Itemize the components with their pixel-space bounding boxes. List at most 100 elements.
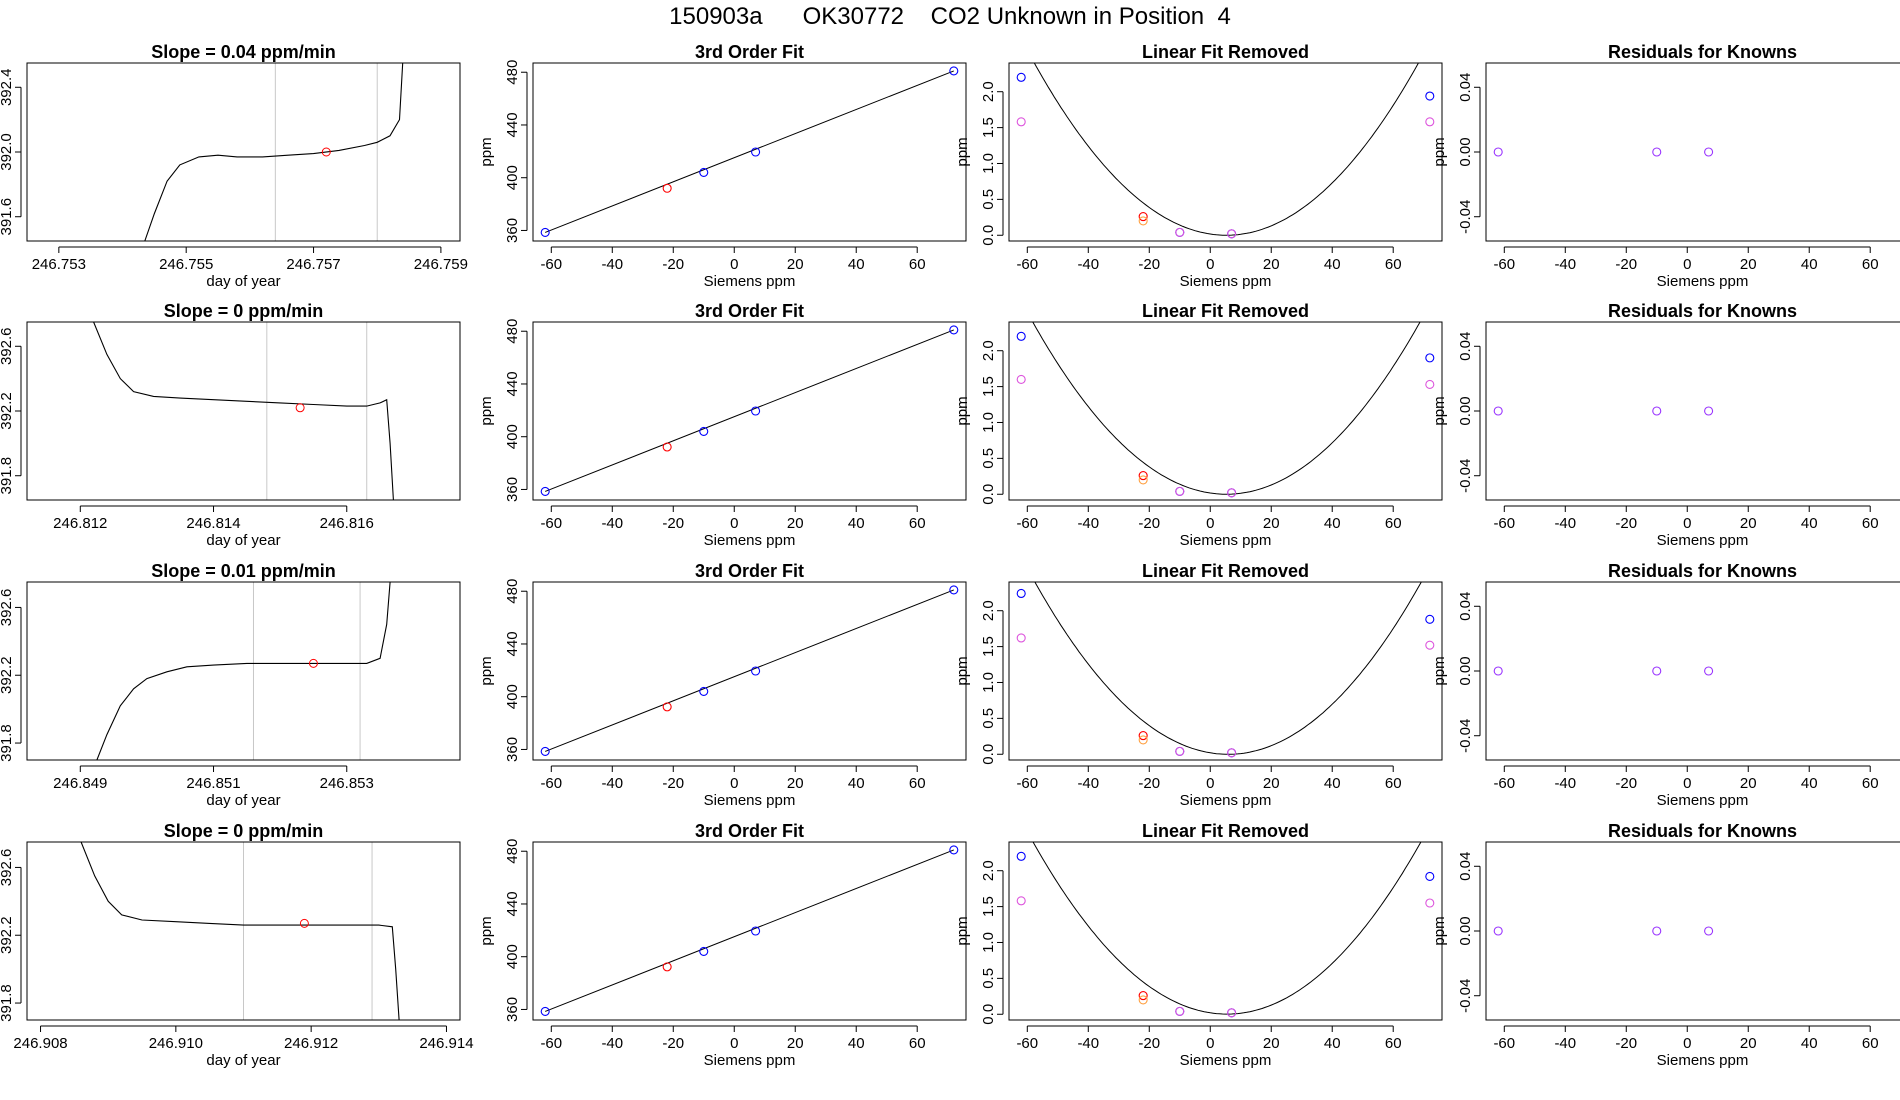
quadratic-point <box>1425 640 1435 650</box>
y-tick-label: 360 <box>504 997 521 1022</box>
x-axis-label: Siemens ppm <box>704 532 796 549</box>
x-tick-label: 40 <box>1324 1035 1341 1052</box>
chart-title: Slope = 0.04 ppm/min <box>151 42 336 62</box>
x-tick-label: 0 <box>1683 1035 1691 1052</box>
x-tick-label: 0 <box>1206 256 1214 273</box>
y-tick-label: 0.5 <box>980 448 997 469</box>
x-tick-label: -20 <box>1138 256 1160 273</box>
x-tick-label: 246.753 <box>32 256 86 273</box>
x-tick-label: -40 <box>1554 775 1576 792</box>
trace-line <box>96 582 391 760</box>
y-tick-label: 480 <box>504 579 521 604</box>
y-tick-label: 0.04 <box>1457 852 1474 881</box>
plot-frame <box>26 321 461 501</box>
y-tick-label: 0.0 <box>980 225 997 246</box>
chart-title: Slope = 0 ppm/min <box>164 301 324 321</box>
unknown-marker <box>299 918 309 928</box>
quadratic-point <box>1175 1006 1185 1016</box>
y-tick-label: 392.6 <box>0 849 15 887</box>
x-tick-label: -20 <box>1615 256 1637 273</box>
x-tick-label: 40 <box>1801 256 1818 273</box>
known-point <box>751 926 761 936</box>
x-tick-label: 60 <box>909 515 926 532</box>
chart-panel: Residuals for Knowns -60 -40 -20 0 20 40 60 Siem… <box>1431 301 1900 549</box>
plot-area <box>1032 322 1421 495</box>
known-point <box>1425 871 1435 882</box>
y-tick-label: 440 <box>504 112 521 137</box>
x-tick-label: 246.755 <box>159 256 213 273</box>
x-tick-label: -40 <box>1554 1035 1576 1052</box>
plot-area <box>545 70 954 233</box>
quadratic-point <box>1175 746 1185 756</box>
x-tick-label: -40 <box>1554 515 1576 532</box>
y-tick-label: 440 <box>504 891 521 916</box>
y-tick-label: 1.0 <box>980 932 997 953</box>
y-axis-label: ppm <box>1431 656 1448 685</box>
x-tick-label: 0 <box>1206 775 1214 792</box>
x-tick-label: 246.816 <box>320 515 374 532</box>
fit-line <box>545 70 954 233</box>
x-tick-label: 60 <box>1862 515 1879 532</box>
residual-point <box>1493 926 1503 936</box>
x-axis-label: Siemens ppm <box>704 1052 796 1069</box>
x-tick-label: -60 <box>540 515 562 532</box>
x-tick-label: 246.812 <box>53 515 107 532</box>
y-tick-label: -0.04 <box>1457 200 1474 234</box>
x-axis-label: Siemens ppm <box>1180 792 1272 809</box>
x-tick-label: -20 <box>1615 1035 1637 1052</box>
x-axis-label: Siemens ppm <box>1180 532 1272 549</box>
known-point <box>949 585 959 595</box>
y-tick-label: 0.5 <box>980 968 997 989</box>
x-tick-label: 0 <box>1206 1035 1214 1052</box>
chart-title: Linear Fit Removed <box>1142 821 1309 841</box>
x-tick-label: 246.910 <box>149 1035 203 1052</box>
y-tick-label: 391.8 <box>0 984 15 1022</box>
chart-panel: Linear Fit Removed -60 -40 -20 0 20 40 60 Siemen… <box>954 42 1443 290</box>
fit-curve <box>1032 842 1422 1015</box>
plot-frame <box>1008 841 1443 1021</box>
plot-area <box>545 329 954 492</box>
x-tick-label: 40 <box>1324 256 1341 273</box>
plot-frame <box>532 581 967 761</box>
chart-panel: Slope = 0.01 ppm/min 246.849 246.851 246.85… <box>0 561 461 809</box>
residual-point <box>1652 147 1662 157</box>
x-tick-label: -20 <box>662 775 684 792</box>
y-tick-label: 1.0 <box>980 412 997 433</box>
x-axis-label: Siemens ppm <box>704 273 796 290</box>
x-tick-label: 246.849 <box>53 775 107 792</box>
y-axis-label: ppm <box>478 396 495 425</box>
fit-curve <box>1034 582 1422 755</box>
x-tick-label: 0 <box>1206 515 1214 532</box>
y-tick-label: 391.8 <box>0 457 15 495</box>
y-tick-label: 1.5 <box>980 636 997 657</box>
x-axis-label: Siemens ppm <box>704 792 796 809</box>
y-tick-label: 0.04 <box>1457 592 1474 621</box>
known-point <box>540 1006 550 1016</box>
y-tick-label: 400 <box>504 944 521 969</box>
y-tick-label: 400 <box>504 424 521 449</box>
quadratic-point <box>1016 633 1026 643</box>
unknown-point <box>1138 731 1148 741</box>
unknown-point <box>662 702 672 712</box>
x-tick-label: 40 <box>1801 775 1818 792</box>
quadratic-point <box>1016 117 1026 127</box>
residual-point <box>1704 666 1714 676</box>
known-point <box>751 406 761 416</box>
x-tick-label: -60 <box>1016 256 1038 273</box>
x-tick-label: 20 <box>1740 515 1757 532</box>
y-tick-label: 1.5 <box>980 896 997 917</box>
x-tick-label: 246.851 <box>186 775 240 792</box>
y-tick-label: 0.5 <box>980 189 997 210</box>
y-tick-label: 392.2 <box>0 916 15 954</box>
x-tick-label: -40 <box>1077 256 1099 273</box>
y-axis-label: ppm <box>1431 396 1448 425</box>
known-point <box>540 746 550 756</box>
y-tick-label: 1.0 <box>980 153 997 174</box>
x-tick-label: -60 <box>1016 775 1038 792</box>
plot-frame <box>1485 841 1900 1021</box>
y-tick-label: 0.00 <box>1457 916 1474 945</box>
x-tick-label: -60 <box>1493 1035 1515 1052</box>
unknown_quadratic-point <box>1138 216 1148 226</box>
residual-point <box>1704 147 1714 157</box>
x-tick-label: 246.814 <box>186 515 240 532</box>
